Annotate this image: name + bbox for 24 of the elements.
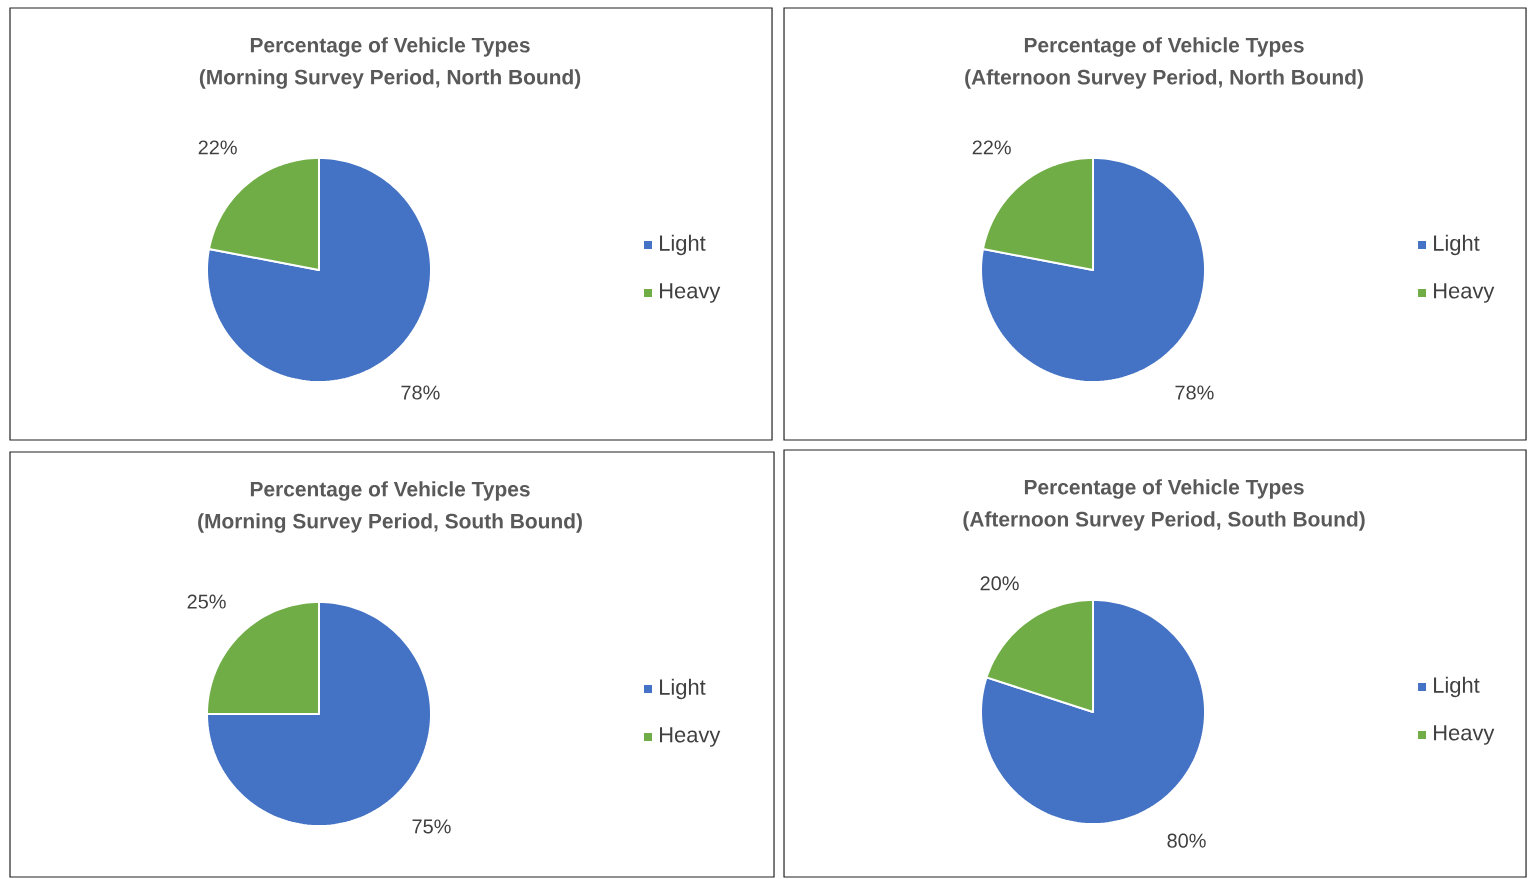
- chart-title: Percentage of Vehicle Types: [1024, 479, 1304, 499]
- legend-label: Light: [1434, 676, 1480, 698]
- chart-subtitle: (Afternoon Survey Period, South Bound): [963, 511, 1365, 531]
- chart-subtitle: (Morning Survey Period, North Bound): [199, 69, 581, 89]
- legend-label: Heavy: [1434, 283, 1495, 303]
- data-label: 25%: [187, 594, 226, 609]
- legend-label: Light: [660, 234, 706, 256]
- legend-label: Heavy: [1434, 725, 1495, 745]
- legend-label: Light: [660, 678, 706, 700]
- chart-title: Percentage of Vehicle Types: [250, 37, 530, 57]
- data-label: 22%: [198, 140, 237, 155]
- legend-label: Light: [1434, 234, 1480, 256]
- data-label: 78%: [1175, 385, 1214, 400]
- data-label: 22%: [972, 140, 1011, 155]
- chart-title: Percentage of Vehicle Types: [1024, 37, 1304, 57]
- chart-subtitle: (Afternoon Survey Period, North Bound): [965, 69, 1363, 89]
- data-label: 20%: [980, 576, 1019, 591]
- data-label: 80%: [1167, 833, 1206, 848]
- legend-label: Heavy: [660, 727, 721, 747]
- chart-title: Percentage of Vehicle Types: [250, 481, 530, 501]
- data-label: 78%: [401, 385, 440, 400]
- legend-label: Heavy: [660, 283, 721, 303]
- data-label: 75%: [412, 819, 451, 834]
- chart-subtitle: (Morning Survey Period, South Bound): [198, 513, 582, 533]
